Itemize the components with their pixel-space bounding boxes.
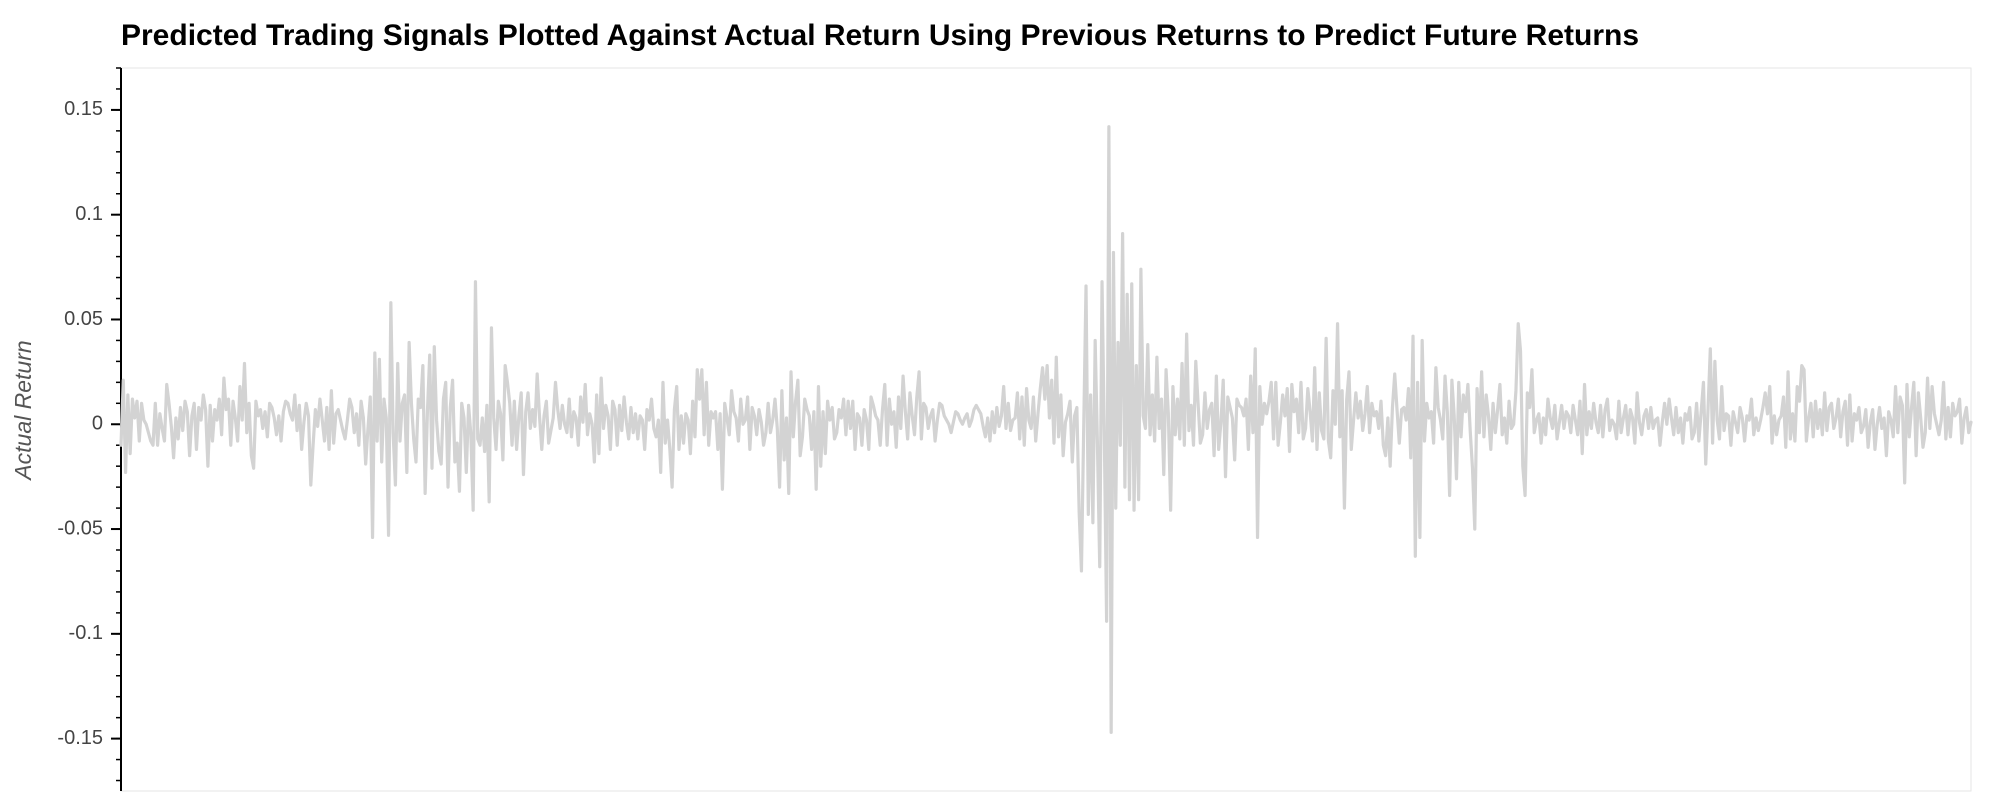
y-tick-label: 0.15: [64, 98, 103, 120]
y-axis: 0.15 0.1 0.05 0 -0.05 -0.1 -0.15: [57, 67, 122, 791]
y-tick-label: -0.05: [57, 517, 103, 539]
y-tick-label: 0: [92, 413, 103, 435]
y-tick-label: 0.05: [64, 308, 103, 330]
series-line: [119, 125, 1973, 734]
chart-title: Predicted Trading Signals Plotted Agains…: [121, 19, 1640, 52]
y-tick-label: 0.1: [75, 203, 103, 225]
y-tick-label: -0.15: [57, 727, 103, 749]
y-tick-label: -0.1: [69, 622, 103, 644]
